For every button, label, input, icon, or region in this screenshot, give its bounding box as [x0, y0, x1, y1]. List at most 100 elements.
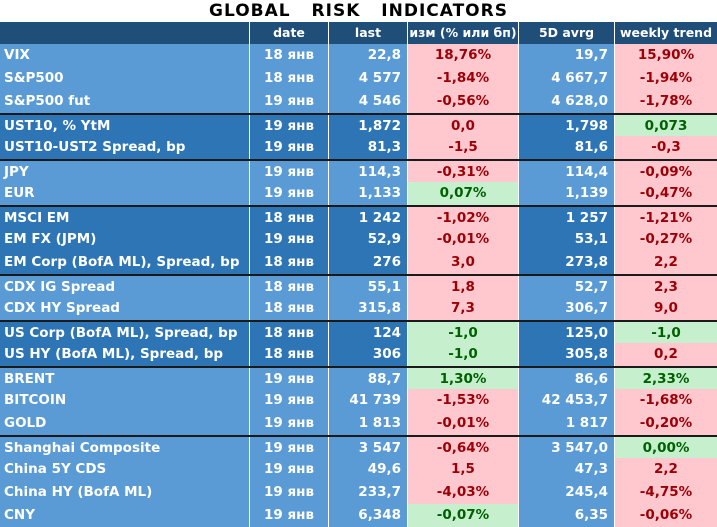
table-row[interactable]: UST10-UST2 Spread, bp 19 янв 81,3 -1,5 81,6-…	[0, 136, 717, 159]
weekly-trend-cell[interactable]: 0,2	[615, 343, 717, 366]
weekly-trend-cell[interactable]: 2,2	[615, 458, 717, 481]
change-cell[interactable]: -1,5	[408, 136, 519, 159]
last-value-cell[interactable]: 124	[329, 322, 408, 343]
table-row[interactable]: CNY 19 янв 6,348 -0,07% 6,35 -0,06%	[0, 504, 717, 527]
change-cell[interactable]: -0,01%	[408, 412, 519, 435]
indicator-name-cell[interactable]: China HY (BofA ML)	[0, 481, 250, 504]
header-date[interactable]: date	[250, 22, 329, 44]
table-row[interactable]: China HY (BofA ML) 19 янв 233,7 -4,03% 245,4…	[0, 481, 717, 504]
table-row[interactable]: JPY 19 янв 114,3 -0,31% 114,4 -0,09%	[0, 159, 717, 182]
date-cell[interactable]: 19 янв	[250, 412, 329, 435]
table-row[interactable]: EM FX (JPM) 19 янв 52,9 -0,01% 53,1 -0,27%	[0, 228, 717, 251]
change-cell[interactable]: 7,3	[408, 297, 519, 320]
avg-5d-cell[interactable]: 19,7	[519, 44, 615, 67]
table-row[interactable]: Shanghai Composite 19 янв 3 547 -0,64% 3 547…	[0, 435, 717, 458]
header-5d-average[interactable]: 5D avrg	[519, 22, 615, 44]
date-cell[interactable]: 19 янв	[250, 458, 329, 481]
weekly-trend-cell[interactable]: -0,06%	[615, 504, 717, 527]
table-row[interactable]: VIX 18 янв 22,8 18,76% 19,7 15,90%	[0, 44, 717, 67]
date-cell[interactable]: 19 янв	[250, 161, 329, 182]
indicator-name-cell[interactable]: JPY	[0, 161, 250, 182]
weekly-trend-cell[interactable]: -1,68%	[615, 389, 717, 412]
date-cell[interactable]: 18 янв	[250, 343, 329, 366]
date-cell[interactable]: 19 янв	[250, 481, 329, 504]
indicator-name-cell[interactable]: S&P500	[0, 67, 250, 90]
last-value-cell[interactable]: 306	[329, 343, 408, 366]
weekly-trend-cell[interactable]: -0,20%	[615, 412, 717, 435]
last-value-cell[interactable]: 1,872	[329, 115, 408, 136]
avg-5d-cell[interactable]: 3 547,0	[519, 437, 615, 458]
indicator-name-cell[interactable]: China 5Y CDS	[0, 458, 250, 481]
last-value-cell[interactable]: 49,6	[329, 458, 408, 481]
date-cell[interactable]: 18 янв	[250, 207, 329, 228]
table-row[interactable]: BITCOIN 19 янв 41 739 -1,53% 42 453,7 -1,68%	[0, 389, 717, 412]
avg-5d-cell[interactable]: 81,6	[519, 136, 615, 159]
table-row[interactable]: GOLD 19 янв 1 813 -0,01% 1 817 -0,20%	[0, 412, 717, 435]
date-cell[interactable]: 18 янв	[250, 67, 329, 90]
change-cell[interactable]: -0,07%	[408, 504, 519, 527]
date-cell[interactable]: 18 янв	[250, 44, 329, 67]
table-row[interactable]: CDX HY Spread 18 янв 315,8 7,3 306,7 9,0	[0, 297, 717, 320]
weekly-trend-cell[interactable]: 15,90%	[615, 44, 717, 67]
header-indicator[interactable]	[0, 22, 250, 44]
indicator-name-cell[interactable]: UST10, % YtM	[0, 115, 250, 136]
table-row[interactable]: UST10, % YtM 19 янв 1,872 0,0 1,798 0,073	[0, 113, 717, 136]
indicator-name-cell[interactable]: Shanghai Composite	[0, 437, 250, 458]
change-cell[interactable]: -0,31%	[408, 161, 519, 182]
date-cell[interactable]: 18 янв	[250, 276, 329, 297]
table-row[interactable]: EM Corp (BofA ML), Spread, bp 18 янв 276 3,…	[0, 251, 717, 274]
avg-5d-cell[interactable]: 306,7	[519, 297, 615, 320]
avg-5d-cell[interactable]: 6,35	[519, 504, 615, 527]
indicator-name-cell[interactable]: S&P500 fut	[0, 90, 250, 113]
indicator-name-cell[interactable]: CNY	[0, 504, 250, 527]
last-value-cell[interactable]: 4 577	[329, 67, 408, 90]
table-row[interactable]: China 5Y CDS 19 янв 49,6 1,5 47,3 2,2	[0, 458, 717, 481]
header-weekly-trend[interactable]: weekly trend	[619, 25, 713, 40]
weekly-trend-cell[interactable]: -1,0	[615, 322, 717, 343]
weekly-trend-cell[interactable]: -0,27%	[615, 228, 717, 251]
avg-5d-cell[interactable]: 114,4	[519, 161, 615, 182]
indicator-name-cell[interactable]: US HY (BofA ML), Spread, bp	[0, 343, 250, 366]
indicator-name-cell[interactable]: EM FX (JPM)	[0, 228, 250, 251]
indicator-name-cell[interactable]: BRENT	[0, 368, 250, 389]
indicator-name-cell[interactable]: VIX	[0, 44, 250, 67]
table-row[interactable]: S&P500 18 янв 4 577 -1,84% 4 667,7 -1,94%	[0, 67, 717, 90]
weekly-trend-cell[interactable]: 2,2	[615, 251, 717, 274]
last-value-cell[interactable]: 276	[329, 251, 408, 274]
avg-5d-cell[interactable]: 305,8	[519, 343, 615, 366]
date-cell[interactable]: 19 янв	[250, 182, 329, 205]
change-cell[interactable]: -1,84%	[408, 67, 519, 90]
change-cell[interactable]: 0,0	[408, 115, 519, 136]
indicator-name-cell[interactable]: MSCI EM	[0, 207, 250, 228]
change-cell[interactable]: 0,07%	[408, 182, 519, 205]
date-cell[interactable]: 19 янв	[250, 437, 329, 458]
change-cell[interactable]: 1,5	[408, 458, 519, 481]
avg-5d-cell[interactable]: 53,1	[519, 228, 615, 251]
avg-5d-cell[interactable]: 47,3	[519, 458, 615, 481]
table-row[interactable]: BRENT 19 янв 88,7 1,30% 86,6 2,33%	[0, 366, 717, 389]
date-cell[interactable]: 18 янв	[250, 251, 329, 274]
weekly-trend-cell[interactable]: -1,94%	[615, 67, 717, 90]
table-row[interactable]: MSCI EM 18 янв 1 242 -1,02% 1 257 -1,21%	[0, 205, 717, 228]
date-cell[interactable]: 18 янв	[250, 322, 329, 343]
change-cell[interactable]: 1,8	[408, 276, 519, 297]
avg-5d-cell[interactable]: 52,7	[519, 276, 615, 297]
indicator-name-cell[interactable]: GOLD	[0, 412, 250, 435]
avg-5d-cell[interactable]: 1,798	[519, 115, 615, 136]
last-value-cell[interactable]: 41 739	[329, 389, 408, 412]
change-cell[interactable]: -4,03%	[408, 481, 519, 504]
last-value-cell[interactable]: 315,8	[329, 297, 408, 320]
date-cell[interactable]: 19 янв	[250, 504, 329, 527]
table-row[interactable]: US Corp (BofA ML), Spread, bp 18 янв 124 -1…	[0, 320, 717, 343]
date-cell[interactable]: 19 янв	[250, 115, 329, 136]
avg-5d-cell[interactable]: 4 667,7	[519, 67, 615, 90]
avg-5d-cell[interactable]: 125,0	[519, 322, 615, 343]
header-last[interactable]: last	[329, 22, 408, 44]
weekly-trend-cell[interactable]: 0,00%	[615, 437, 717, 458]
table-row[interactable]: S&P500 fut 19 янв 4 546 -0,56% 4 628,0 -1,78%	[0, 90, 717, 113]
avg-5d-cell[interactable]: 273,8	[519, 251, 615, 274]
last-value-cell[interactable]: 233,7	[329, 481, 408, 504]
weekly-trend-cell[interactable]: 9,0	[615, 297, 717, 320]
last-value-cell[interactable]: 55,1	[329, 276, 408, 297]
last-value-cell[interactable]: 81,3	[329, 136, 408, 159]
